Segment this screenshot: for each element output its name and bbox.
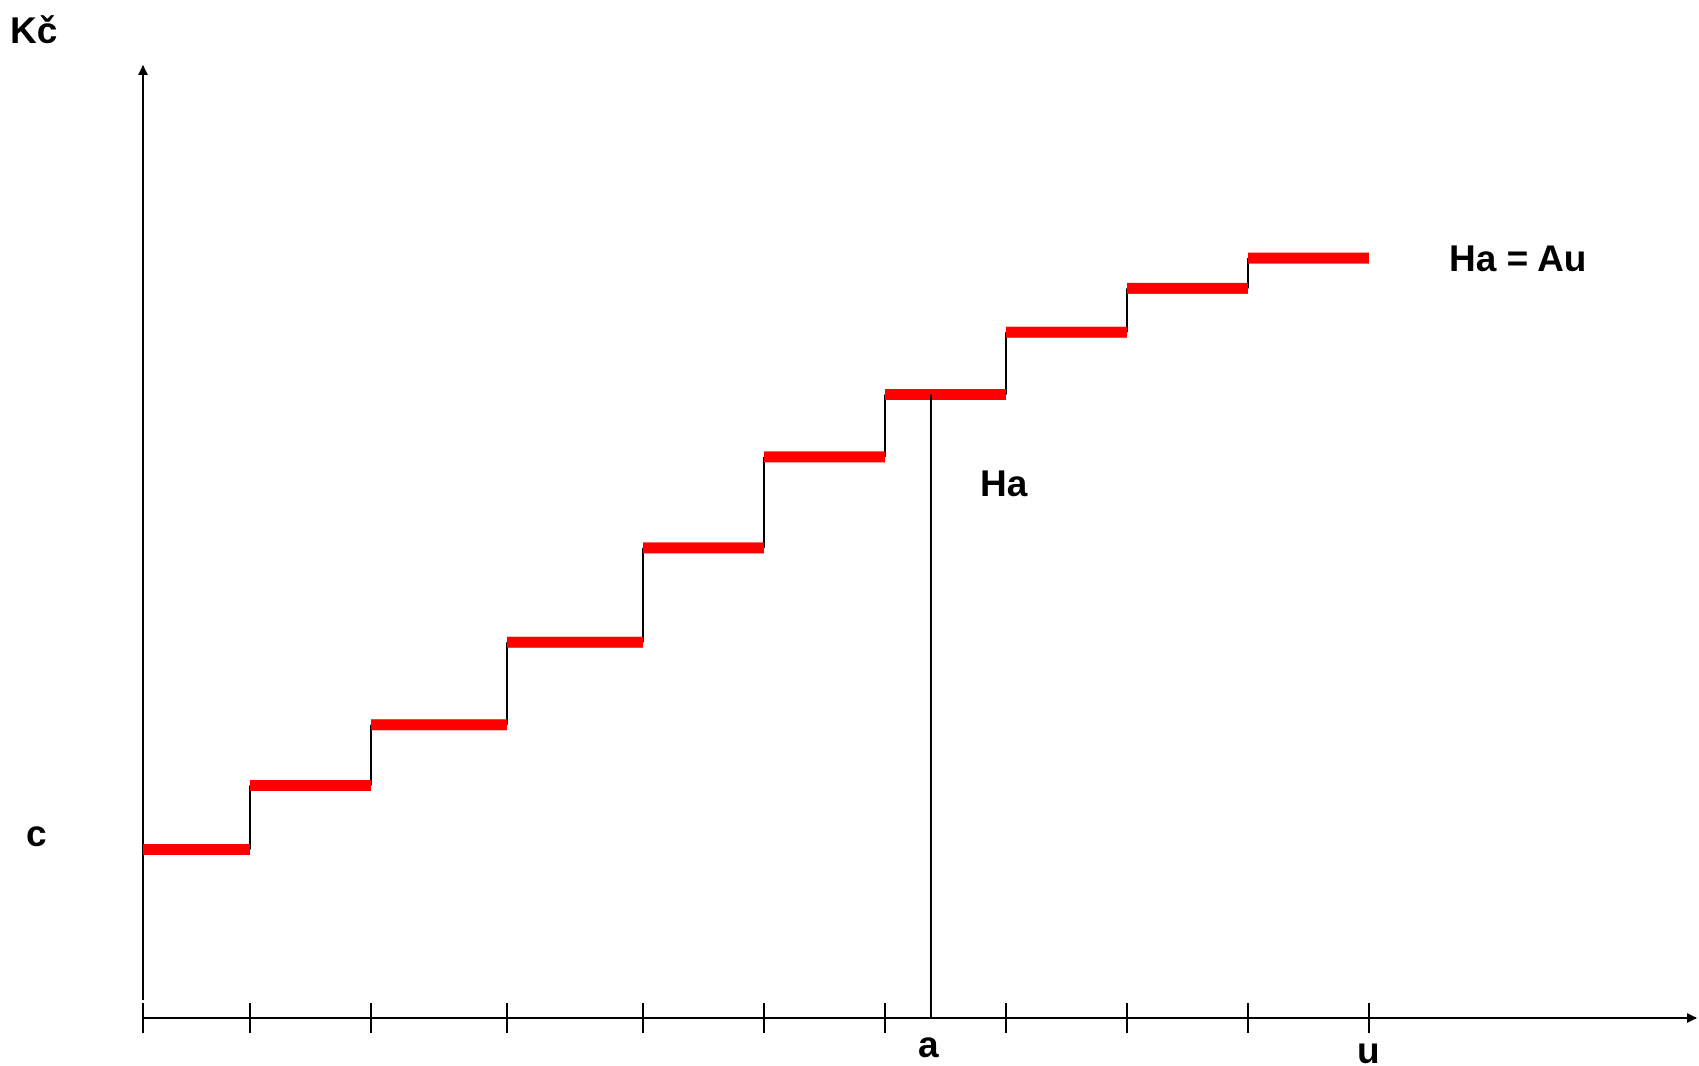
step-risers (249, 258, 1249, 850)
x-axis-ticks (142, 1003, 1370, 1033)
c-label: c (26, 813, 47, 854)
ha-equals-au-label: Ha = Au (1449, 238, 1586, 279)
ha-label: Ha (980, 463, 1028, 504)
a-label: a (918, 1024, 939, 1065)
y-axis-label: Kč (10, 10, 57, 51)
u-label: u (1357, 1030, 1380, 1066)
step-segments (143, 252, 1369, 855)
